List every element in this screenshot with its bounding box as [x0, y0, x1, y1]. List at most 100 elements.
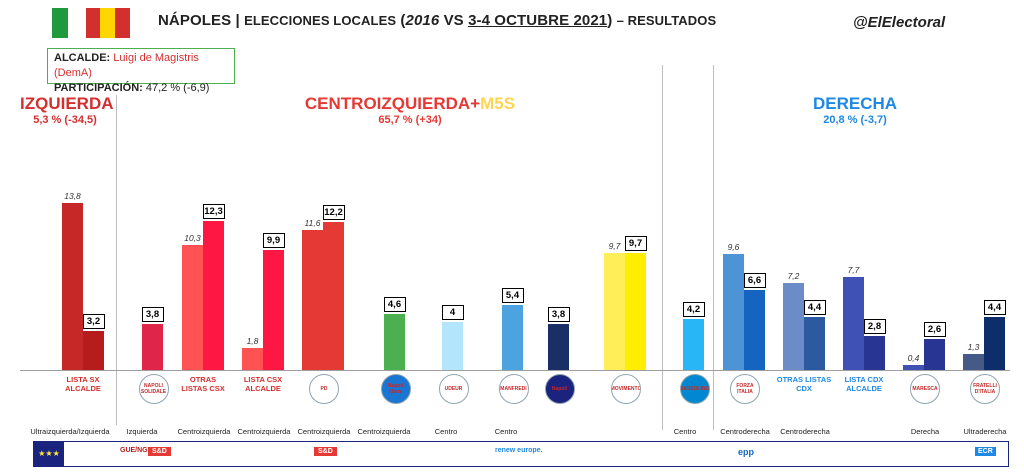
author-handle: @ElElectoral — [853, 14, 946, 31]
ideology-label-4: Centroizquierda — [237, 427, 291, 436]
bar-2021-6 — [384, 314, 405, 370]
divider-2 — [662, 65, 663, 430]
bar-2021-15 — [924, 338, 945, 370]
label-2021-2: 3,8 — [141, 307, 164, 323]
bar-2021-4 — [263, 250, 284, 370]
party-logo-icon-12: FORZA ITALIA — [730, 374, 760, 404]
ideology-label-7: Centro — [434, 427, 458, 436]
party-logo-icon-8: MANFREDI — [498, 374, 529, 404]
label-2021-7: 4 — [441, 304, 464, 320]
label-2021-9: 3,8 — [547, 307, 570, 323]
flag-naples-yellow — [100, 8, 115, 38]
footer-europarties — [33, 441, 1009, 467]
party-logo-icon-6: Napoli libera — [380, 374, 411, 404]
party-logo-icon-2: NAPOLI SOLIDALE — [138, 374, 169, 404]
bar-2016-14 — [843, 276, 864, 370]
bar-2016-1 — [62, 203, 83, 370]
label-2016-5: 11,6 — [304, 217, 321, 228]
bar-2021-10 — [625, 252, 646, 370]
ideology-label-12: Derecha — [910, 427, 940, 436]
page-title: NÁPOLES | ELECCIONES LOCALES (2016 VS 3-… — [158, 12, 717, 29]
party-logo-icon-10: MOVIMENTO — [611, 374, 641, 404]
bar-2016-3 — [182, 245, 203, 370]
footer-ecr: ECR — [975, 447, 996, 456]
label-2021-5: 12,2 — [322, 205, 345, 221]
label-2021-3: 12,3 — [202, 204, 225, 220]
eu-flag-icon: ★★★ — [34, 442, 64, 466]
ideology-label-1: Ultraizquierda/Izquierda — [30, 427, 110, 436]
label-2016-1: 13,8 — [64, 191, 81, 202]
label-2021-16: 4,4 — [983, 299, 1006, 315]
chart-baseline — [20, 370, 1010, 371]
label-2021-15: 2,6 — [923, 321, 946, 337]
ideology-label-3: Centroizquierda — [177, 427, 231, 436]
label-2016-13: 7,2 — [787, 270, 800, 281]
bar-2016-16 — [963, 354, 984, 370]
party-label-14: LISTA CDX ALCALDE — [844, 375, 884, 393]
bar-2016-13 — [783, 282, 804, 370]
bar-2021-14 — [864, 336, 885, 370]
label-2016-12: 9,6 — [727, 241, 740, 252]
label-2016-10: 9,7 — [608, 240, 621, 251]
bar-2016-12 — [723, 253, 744, 370]
flag-naples-red-2 — [115, 8, 130, 38]
divider-3 — [713, 65, 714, 430]
label-2021-14: 2,8 — [863, 319, 886, 335]
party-logo-icon-7: UDEUR — [438, 374, 469, 404]
bar-2016-15 — [903, 365, 924, 370]
label-2021-11: 4,2 — [682, 302, 705, 318]
group-title-derecha: DERECHA — [812, 94, 898, 113]
bar-2016-4 — [242, 348, 263, 370]
bar-2021-9 — [548, 324, 569, 370]
label-2016-3: 10,3 — [184, 233, 201, 244]
party-logo-icon-15: MARESCA — [910, 374, 940, 404]
bar-2021-1 — [83, 331, 104, 370]
party-logo-icon-11: BASSOLINO — [679, 374, 710, 404]
party-logo-icon-5: PD — [309, 374, 339, 404]
footer-epp: epp — [738, 447, 755, 457]
group-title-centroizquierda: CENTROIZQUIERDA+M5S — [304, 94, 516, 113]
flag-naples-red — [86, 8, 100, 38]
ideology-label-11: Centroderecha — [780, 427, 830, 436]
ideology-label-13: Ultraderecha — [963, 427, 1007, 436]
bar-2021-8 — [502, 304, 523, 370]
party-label-13: OTRAS LISTAS CDX — [776, 375, 832, 393]
party-label-4: LISTA CSX ALCALDE — [243, 375, 283, 393]
ideology-label-2: Izquierda — [126, 427, 158, 436]
label-2021-6: 4,6 — [383, 297, 406, 313]
party-logo-icon-9: Napoli — [544, 374, 575, 404]
label-2021-12: 6,6 — [743, 273, 766, 289]
label-2021-1: 3,2 — [82, 314, 105, 330]
ideology-label-5: Centroizquierda — [297, 427, 351, 436]
label-2021-8: 5,4 — [501, 287, 524, 303]
ideology-label-8: Centro — [494, 427, 518, 436]
bar-2016-10 — [604, 252, 625, 370]
label-2016-4: 1,8 — [246, 336, 259, 347]
ideology-label-6: Centroizquierda — [357, 427, 411, 436]
bar-2021-12 — [744, 290, 765, 370]
label-2021-10: 9,7 — [624, 235, 647, 251]
label-2021-4: 9,9 — [262, 233, 285, 249]
party-label-3: OTRAS LISTAS CSX — [181, 375, 225, 393]
group-sub-centroizquierda: 65,7 % (+34) — [378, 114, 442, 126]
bar-2021-16 — [984, 316, 1005, 370]
bar-2021-11 — [683, 319, 704, 370]
bar-2016-5 — [302, 229, 323, 370]
bar-2021-7 — [442, 321, 463, 370]
info-box: ALCALDE: Luigi de Magistris (DemA) PARTI… — [47, 48, 235, 94]
footer-sd-1: S&D — [148, 447, 171, 456]
bar-2021-2 — [142, 324, 163, 370]
label-2016-15: 0,4 — [907, 353, 920, 364]
bar-2021-5 — [323, 222, 344, 370]
ideology-label-9: Centro — [673, 427, 697, 436]
group-title-izquierda: IZQUIERDA — [20, 94, 114, 113]
label-2016-16: 1,3 — [967, 342, 980, 353]
footer-renew: renew europe. — [495, 447, 543, 454]
footer-sd-2: S&D — [314, 447, 337, 456]
label-2016-14: 7,7 — [847, 264, 860, 275]
party-logo-icon-16: FRATELLI D'ITALIA — [970, 374, 1000, 404]
group-sub-izquierda: 5,3 % (-34,5) — [33, 114, 97, 126]
ideology-label-10: Centroderecha — [720, 427, 770, 436]
bar-2021-3 — [203, 221, 224, 370]
label-2021-13: 4,4 — [803, 299, 826, 315]
